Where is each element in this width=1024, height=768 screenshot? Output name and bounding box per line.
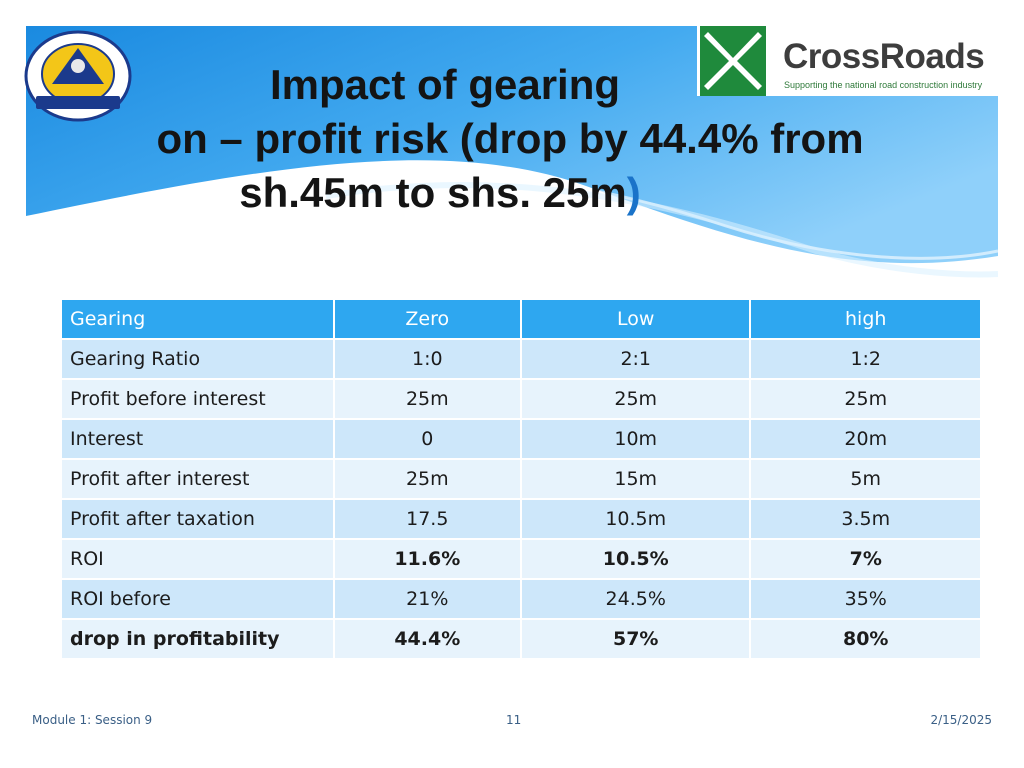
row-label: Gearing Ratio xyxy=(62,340,333,378)
row-label: Profit before interest xyxy=(62,380,333,418)
title-line-3: sh.45m to shs. 25m) xyxy=(60,166,960,220)
table-cell: 0 xyxy=(334,420,520,458)
table-cell: 11.6% xyxy=(334,540,520,578)
footer-page-number: 11 xyxy=(506,713,522,727)
table-row: Profit before interest 25m 25m 25m xyxy=(62,380,980,418)
table-cell: 80% xyxy=(751,620,980,658)
table-cell: 5m xyxy=(751,460,980,498)
table-row: Profit after interest 25m 15m 5m xyxy=(62,460,980,498)
slide-title: Impact of gearing on – profit risk (drop… xyxy=(60,58,960,220)
crossroads-name: CrossRoads xyxy=(783,37,985,76)
table-cell: 3.5m xyxy=(751,500,980,538)
table-cell: 20m xyxy=(751,420,980,458)
crossroads-x-mark-icon xyxy=(700,26,766,96)
table-cell: 17.5 xyxy=(334,500,520,538)
table-cell: 10.5% xyxy=(521,540,750,578)
crossroads-tagline: Supporting the national road constructio… xyxy=(784,80,983,90)
title-line-3-text: sh.45m to shs. 25m xyxy=(239,169,627,216)
table-cell: 44.4% xyxy=(334,620,520,658)
table-cell: 7% xyxy=(751,540,980,578)
table-header-row: Gearing Zero Low high xyxy=(62,300,980,338)
table-cell: 25m xyxy=(751,380,980,418)
table-cell: 1:0 xyxy=(334,340,520,378)
table-row: ROI before 21% 24.5% 35% xyxy=(62,580,980,618)
table-cell: 21% xyxy=(334,580,520,618)
table-cell: 25m xyxy=(521,380,750,418)
title-close-paren: ) xyxy=(626,169,641,216)
footer-module: Module 1: Session 9 xyxy=(32,713,153,727)
table-cell: 15m xyxy=(521,460,750,498)
crossroads-logo: CrossRoads Supporting the national road … xyxy=(697,26,1001,96)
header-low: Low xyxy=(521,300,750,338)
table-row: Profit after taxation 17.5 10.5m 3.5m xyxy=(62,500,980,538)
row-label: drop in profitability xyxy=(62,620,333,658)
row-label: Profit after interest xyxy=(62,460,333,498)
row-label: Profit after taxation xyxy=(62,500,333,538)
table-cell: 10m xyxy=(521,420,750,458)
row-label: Interest xyxy=(62,420,333,458)
footer-date: 2/15/2025 xyxy=(930,713,992,727)
header-gearing: Gearing xyxy=(62,300,333,338)
table-cell: 57% xyxy=(521,620,750,658)
table-cell: 1:2 xyxy=(751,340,980,378)
table-row: ROI 11.6% 10.5% 7% xyxy=(62,540,980,578)
table-cell: 24.5% xyxy=(521,580,750,618)
table-row: Interest 0 10m 20m xyxy=(62,420,980,458)
table-body: Gearing Ratio 1:0 2:1 1:2 Profit before inte… xyxy=(62,340,980,658)
row-label: ROI xyxy=(62,540,333,578)
gearing-table: Gearing Zero Low high Gearing Ratio 1:0 2:… xyxy=(60,298,982,660)
table-row: Gearing Ratio 1:0 2:1 1:2 xyxy=(62,340,980,378)
table-cell: 10.5m xyxy=(521,500,750,538)
title-line-1: Impact of gearing xyxy=(269,61,621,108)
table-cell: 2:1 xyxy=(521,340,750,378)
business-school-logo xyxy=(22,26,134,124)
table-cell: 35% xyxy=(751,580,980,618)
table-cell: 25m xyxy=(334,460,520,498)
header-high: high xyxy=(751,300,980,338)
table-cell: 25m xyxy=(334,380,520,418)
header-zero: Zero xyxy=(334,300,520,338)
row-label: ROI before xyxy=(62,580,333,618)
table-row: drop in profitability 44.4% 57% 80% xyxy=(62,620,980,658)
title-line-2: on – profit risk (drop by 44.4% from xyxy=(156,115,864,162)
